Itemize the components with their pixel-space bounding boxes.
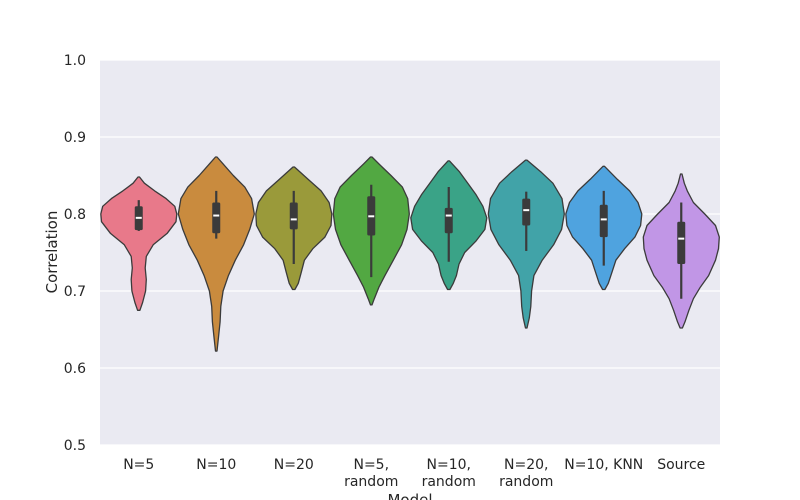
- y-tick-label: 0.9: [64, 130, 86, 146]
- violin-group: [177, 156, 255, 352]
- x-tick-labels: N=5 N=10 N=20 N=5, random N=10, random N=20, ran…: [123, 457, 705, 490]
- violin-iqr-box: [444, 207, 453, 234]
- y-tick-label: 0.8: [64, 207, 86, 223]
- violin-group: [100, 176, 178, 311]
- violin-iqr-box: [522, 198, 531, 226]
- y-tick-label: 0.5: [64, 438, 86, 454]
- violin-group: [642, 173, 720, 329]
- y-tick-label: 0.7: [64, 284, 86, 300]
- x-tick-label: N=5, random: [344, 457, 398, 490]
- x-axis-label: Model: [387, 491, 432, 500]
- violin-group: [255, 166, 333, 291]
- x-tick-label: N=10, KNN: [564, 457, 643, 473]
- violins: [100, 156, 720, 352]
- x-tick-label: N=5: [123, 457, 154, 473]
- violin-iqr-box: [289, 202, 298, 230]
- violin-iqr-box: [212, 202, 221, 234]
- x-tick-label: N=20, random: [499, 457, 553, 490]
- x-tick-label: N=10: [196, 457, 236, 473]
- violin-group: [332, 156, 410, 306]
- y-tick-labels: 0.5 0.6 0.7 0.8 0.9 1.0: [64, 53, 86, 454]
- violin-group: [410, 160, 488, 291]
- x-tick-label: N=10, random: [422, 457, 476, 490]
- violin-group: [565, 165, 643, 291]
- violin-iqr-box: [599, 204, 608, 238]
- violin-group: [487, 159, 565, 329]
- violin-iqr-box: [677, 221, 686, 265]
- violin-body: [100, 176, 178, 311]
- y-axis-label: Correlation: [43, 211, 61, 294]
- x-tick-label: N=20: [274, 457, 314, 473]
- violin-body: [177, 156, 255, 352]
- x-tick-label: Source: [657, 457, 705, 473]
- y-tick-label: 0.6: [64, 361, 86, 377]
- y-tick-label: 1.0: [64, 53, 86, 69]
